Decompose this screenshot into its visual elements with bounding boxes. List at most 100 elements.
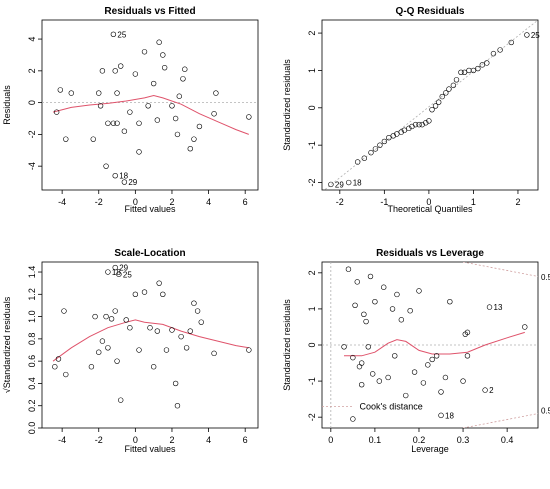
plot-area	[322, 262, 538, 428]
data-point	[328, 181, 334, 188]
data-point	[450, 82, 457, 89]
data-point	[446, 86, 452, 92]
data-point	[438, 389, 444, 395]
data-point	[394, 131, 400, 137]
data-point	[406, 125, 412, 132]
data-point	[187, 145, 193, 152]
x-axis-label: Fitted values	[124, 444, 176, 454]
data-point	[419, 121, 425, 128]
point-label: 18	[353, 179, 362, 188]
data-point	[425, 362, 431, 368]
data-point	[385, 374, 391, 381]
data-point	[350, 416, 356, 422]
data-point	[376, 378, 383, 384]
point-label: 29	[119, 264, 128, 273]
data-point	[464, 329, 471, 336]
data-point	[356, 363, 363, 370]
data-point	[386, 134, 392, 141]
data-point	[460, 378, 466, 384]
data-point	[461, 69, 468, 76]
data-point	[401, 127, 408, 133]
x-tick-label: -2	[336, 197, 344, 207]
plot-frame	[41, 261, 259, 429]
data-point	[114, 358, 120, 364]
x-tick-label: 0.1	[369, 435, 382, 445]
data-point	[354, 159, 361, 165]
cooks-distance-label: Cook's distance	[359, 401, 422, 411]
x-tick-label: -1	[380, 197, 388, 207]
data-point	[486, 304, 493, 310]
data-point	[150, 364, 157, 370]
y-tick-label: 0.6	[27, 355, 37, 368]
data-point	[475, 65, 481, 72]
data-point	[412, 121, 419, 128]
data-point	[482, 387, 488, 393]
data-point	[358, 381, 365, 388]
data-point	[161, 64, 168, 71]
x-tick-label: 2	[169, 435, 174, 445]
y-tick-label: -2	[307, 413, 317, 421]
data-point	[447, 298, 453, 305]
panel-4: Residuals vs Leverage 0 0.1 0.2 0.3 0.4 -2 -1 0 1…	[282, 248, 550, 454]
data-point	[154, 328, 161, 334]
data-point	[361, 155, 368, 161]
x-tick-label: -2	[95, 197, 103, 207]
data-point	[136, 120, 142, 126]
point-label: 25	[117, 30, 126, 39]
x-tick-label: 0.4	[501, 435, 514, 445]
data-point	[438, 412, 444, 419]
y-tick-label: -2	[307, 179, 317, 187]
point-label: 29	[128, 178, 137, 187]
data-point	[350, 354, 356, 361]
x-tick-label: 0	[426, 197, 431, 207]
data-point	[435, 99, 442, 105]
data-point	[183, 345, 190, 351]
data-point	[466, 67, 472, 74]
data-point	[416, 121, 422, 128]
data-point	[345, 266, 352, 272]
data-point	[121, 179, 128, 185]
data-point	[439, 93, 445, 100]
y-tick-label: -4	[27, 162, 37, 170]
point-label: 25	[123, 270, 132, 279]
data-point	[426, 118, 432, 124]
data-point	[341, 344, 347, 350]
data-point	[497, 47, 503, 53]
data-point	[392, 353, 398, 359]
data-point	[407, 308, 413, 314]
data-point	[110, 120, 117, 126]
smoother-line	[52, 94, 249, 135]
data-point	[52, 364, 58, 370]
data-point	[55, 356, 62, 362]
y-tick-label: 0.8	[27, 333, 37, 346]
x-tick-label: 0	[133, 435, 138, 445]
x-tick-label: 1	[471, 197, 476, 207]
data-point	[416, 288, 422, 294]
data-point	[174, 131, 181, 138]
plot-area	[42, 31, 258, 185]
panel-1: Residuals vs Fitted -4 -2 0 2 4 6 -4 -2 0 2 4 Fitted…	[2, 6, 259, 214]
data-point	[147, 325, 153, 331]
data-point	[160, 291, 166, 298]
x-tick-label: 2	[515, 197, 520, 207]
data-point	[358, 360, 365, 366]
x-tick-label: 0	[133, 197, 138, 207]
data-point	[246, 347, 252, 353]
point-label: 2	[489, 386, 494, 395]
point-label: 18	[112, 268, 121, 277]
data-point	[429, 106, 435, 113]
data-point	[194, 308, 201, 314]
data-point	[88, 364, 95, 370]
y-tick-label: 1.0	[27, 310, 37, 323]
x-tick-label: -4	[58, 435, 66, 445]
data-point	[174, 403, 181, 409]
data-point	[363, 318, 369, 325]
data-point	[53, 109, 60, 115]
data-point	[61, 308, 67, 314]
data-point	[132, 71, 139, 77]
data-point	[136, 347, 142, 353]
data-point	[141, 289, 148, 295]
data-point	[103, 163, 109, 169]
data-point	[403, 392, 409, 399]
